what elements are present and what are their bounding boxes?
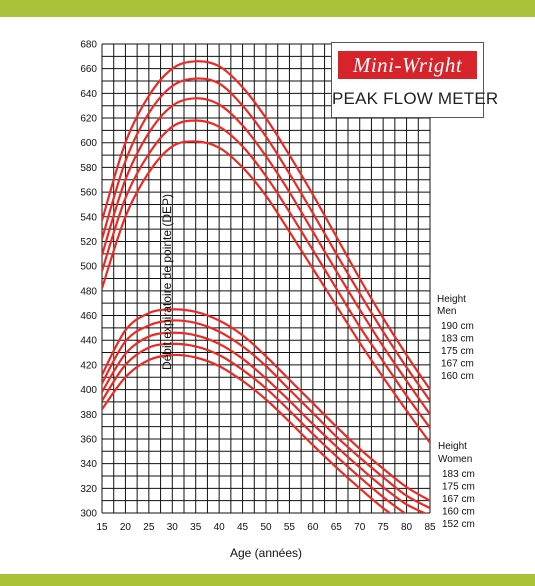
legend-entry: 190 cm	[441, 321, 474, 332]
x-tick-label: 35	[190, 522, 202, 533]
y-tick-label: 460	[80, 311, 97, 322]
legend-entry: 160 cm	[441, 371, 474, 382]
legend-entry: 183 cm	[441, 334, 474, 345]
logo-brand: Mini-Wright	[338, 51, 477, 79]
y-tick-label: 440	[80, 336, 97, 347]
legend-title: Height	[438, 441, 467, 452]
curves	[102, 60, 430, 513]
legend-title: Height	[437, 294, 466, 305]
x-tick-label: 85	[424, 522, 436, 533]
legend-entry: 183 cm	[442, 469, 475, 480]
y-tick-label: 640	[80, 89, 97, 100]
x-tick-label: 30	[167, 522, 179, 533]
legend-entry: 167 cm	[441, 359, 474, 370]
bottom-band	[0, 574, 535, 586]
y-tick-label: 400	[80, 385, 97, 396]
x-tick-label: 40	[214, 522, 226, 533]
curve-women-183cm	[102, 308, 430, 502]
x-tick-label: 55	[284, 522, 296, 533]
x-tick-label: 50	[260, 522, 272, 533]
x-tick-label: 45	[237, 522, 249, 533]
logo-subtitle: PEAK FLOW METER	[332, 89, 499, 108]
curve-women-167cm	[102, 331, 428, 513]
y-axis-label: Débit expiratoire de pointe (DEP)	[160, 194, 174, 370]
legend-entry: 167 cm	[442, 494, 475, 505]
curve-men-175cm	[102, 97, 430, 415]
legend-group-name: Women	[438, 454, 472, 465]
y-tick-label: 300	[80, 509, 97, 520]
y-tick-label: 360	[80, 434, 97, 445]
x-tick-label: 75	[378, 522, 390, 533]
mini-wright-logo: Mini-Wright PEAK FLOW METER	[331, 42, 499, 118]
y-tick-label: 380	[80, 410, 97, 421]
curve-women-160cm	[102, 342, 407, 513]
x-axis-label: Age (années)	[230, 546, 302, 560]
legend-group-name: Men	[437, 306, 456, 317]
legend-entry: 175 cm	[441, 346, 474, 357]
y-tick-label: 540	[80, 212, 97, 223]
x-tick-labels: 15 20 25 30 35 40 45 50 55 60 65 70 75 80 85	[96, 522, 436, 533]
x-tick-label: 70	[354, 522, 366, 533]
y-tick-labels: 300 320 340 360 380 400 420 440 460 480 500 520 540 5…	[80, 40, 97, 520]
curve-men-183cm	[102, 77, 430, 402]
x-tick-label: 80	[401, 522, 413, 533]
legend-entry: 152 cm	[442, 519, 475, 530]
y-tick-label: 560	[80, 188, 97, 199]
legend-entry: 175 cm	[442, 482, 475, 493]
y-tick-label: 600	[80, 138, 97, 149]
top-band	[0, 0, 535, 17]
curve-women-152cm	[102, 353, 392, 513]
x-tick-label: 15	[96, 522, 108, 533]
y-tick-label: 340	[80, 459, 97, 470]
curve-men-190cm	[102, 60, 430, 391]
curve-men-160cm	[102, 140, 430, 444]
x-tick-label: 20	[120, 522, 132, 533]
curve-men-167cm	[102, 119, 430, 429]
y-tick-label: 500	[80, 262, 97, 273]
y-tick-label: 520	[80, 237, 97, 248]
y-tick-label: 480	[80, 286, 97, 297]
x-tick-label: 60	[307, 522, 319, 533]
y-tick-label: 320	[80, 484, 97, 495]
legend-entry: 160 cm	[442, 507, 475, 518]
y-tick-label: 660	[80, 64, 97, 75]
x-tick-label: 65	[331, 522, 343, 533]
curve-women-175cm	[102, 319, 430, 510]
y-tick-label: 420	[80, 360, 97, 371]
y-tick-label: 580	[80, 163, 97, 174]
y-tick-label: 680	[80, 40, 97, 51]
y-tick-label: 620	[80, 114, 97, 125]
x-tick-label: 25	[143, 522, 155, 533]
